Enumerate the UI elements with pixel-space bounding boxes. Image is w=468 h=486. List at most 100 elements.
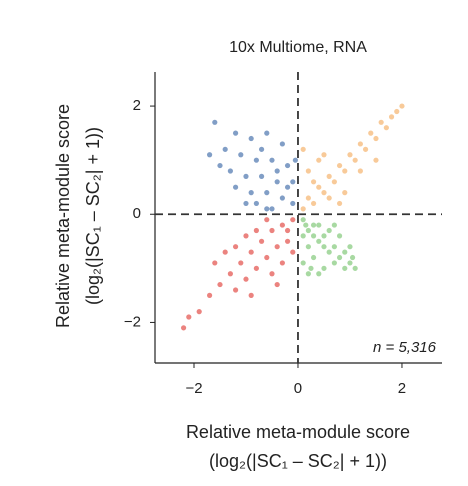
point bbox=[222, 249, 228, 255]
point bbox=[253, 157, 259, 163]
point bbox=[326, 195, 332, 201]
point bbox=[331, 244, 337, 250]
point bbox=[186, 314, 192, 320]
x-tick-label: 2 bbox=[398, 380, 406, 397]
point bbox=[264, 190, 270, 196]
point bbox=[264, 130, 270, 136]
point bbox=[248, 249, 254, 255]
point bbox=[217, 162, 223, 169]
point bbox=[253, 265, 259, 271]
point bbox=[326, 249, 332, 255]
point bbox=[292, 157, 298, 163]
point bbox=[373, 157, 379, 163]
point bbox=[290, 217, 296, 223]
point bbox=[331, 260, 337, 266]
point bbox=[232, 244, 239, 250]
point bbox=[238, 152, 244, 158]
y-tick-label: 2 bbox=[133, 97, 141, 114]
point bbox=[342, 190, 348, 196]
point bbox=[336, 233, 343, 239]
point bbox=[269, 157, 275, 163]
point bbox=[206, 292, 213, 298]
point bbox=[180, 325, 187, 331]
point bbox=[243, 200, 249, 207]
point bbox=[300, 206, 306, 212]
point bbox=[308, 265, 314, 271]
point bbox=[336, 200, 343, 207]
x-tick-label: −2 bbox=[185, 380, 202, 397]
point bbox=[248, 292, 254, 298]
point bbox=[253, 200, 259, 207]
point bbox=[269, 206, 275, 212]
point bbox=[305, 244, 311, 250]
x-axis-label: (log₂(|SC₁ – SC₂| + 1)) bbox=[209, 451, 387, 471]
point bbox=[279, 222, 285, 228]
point bbox=[352, 157, 358, 163]
point bbox=[212, 260, 218, 266]
point bbox=[264, 217, 270, 223]
point bbox=[274, 281, 280, 288]
point bbox=[284, 238, 291, 244]
point bbox=[274, 179, 280, 185]
y-tick-label: 0 bbox=[133, 205, 141, 222]
point bbox=[316, 157, 322, 163]
point bbox=[305, 271, 311, 277]
point bbox=[279, 260, 285, 266]
point bbox=[196, 309, 202, 315]
point bbox=[303, 222, 309, 228]
x-tick-label: 0 bbox=[294, 380, 302, 397]
point bbox=[300, 146, 306, 152]
point bbox=[388, 114, 395, 120]
point bbox=[310, 254, 317, 261]
x-axis-label: Relative meta-module score bbox=[186, 422, 410, 442]
point bbox=[222, 146, 228, 152]
point bbox=[373, 135, 379, 142]
y-tick-label: −2 bbox=[124, 313, 141, 330]
point bbox=[362, 146, 369, 152]
point bbox=[248, 190, 254, 196]
point bbox=[378, 119, 384, 125]
point bbox=[279, 141, 285, 147]
point bbox=[316, 238, 322, 244]
point bbox=[290, 249, 296, 255]
point bbox=[264, 254, 270, 261]
point bbox=[212, 119, 218, 125]
point bbox=[217, 281, 223, 288]
point bbox=[300, 233, 306, 239]
point bbox=[316, 271, 322, 277]
point bbox=[300, 260, 306, 266]
point bbox=[357, 141, 363, 147]
point bbox=[331, 179, 337, 185]
point bbox=[269, 271, 275, 277]
point bbox=[232, 130, 239, 136]
point bbox=[243, 276, 249, 282]
point bbox=[258, 173, 265, 179]
point bbox=[305, 168, 311, 174]
point bbox=[394, 108, 400, 115]
point bbox=[232, 184, 239, 190]
point bbox=[243, 173, 249, 179]
point bbox=[326, 173, 332, 179]
point bbox=[316, 222, 322, 228]
point bbox=[349, 254, 356, 261]
point bbox=[284, 162, 291, 169]
point bbox=[258, 238, 265, 244]
point bbox=[206, 152, 213, 158]
point bbox=[279, 195, 285, 201]
point bbox=[342, 265, 348, 271]
y-axis-label: (log₂(|SC₁ – SC₂| + 1)) bbox=[83, 127, 103, 305]
point bbox=[310, 179, 317, 185]
point bbox=[321, 233, 327, 239]
point bbox=[258, 146, 265, 152]
point bbox=[347, 244, 353, 250]
point bbox=[310, 233, 317, 239]
point bbox=[368, 130, 374, 136]
point bbox=[316, 184, 322, 190]
point bbox=[248, 135, 254, 142]
point bbox=[290, 179, 296, 185]
point bbox=[227, 271, 233, 277]
point bbox=[321, 190, 327, 196]
point bbox=[347, 152, 353, 158]
point bbox=[383, 125, 389, 131]
